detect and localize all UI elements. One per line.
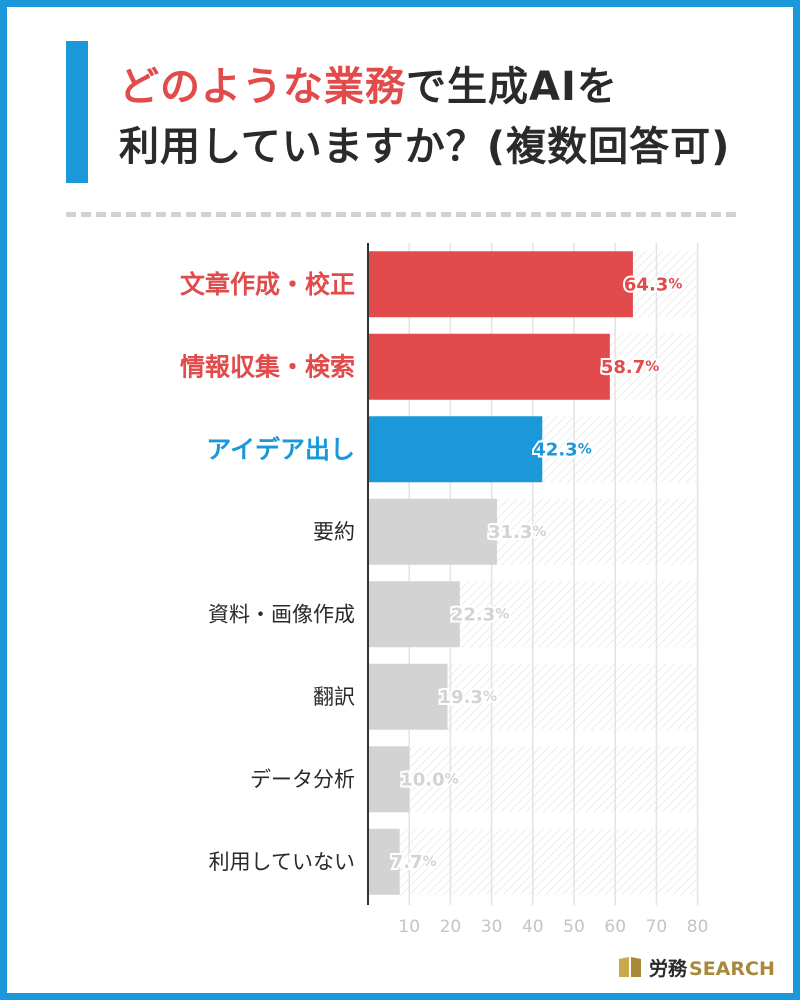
category-label: 文章作成・校正 [180,270,355,299]
bar [368,581,460,648]
value-label: 19.3% [439,686,497,707]
bar [368,663,448,730]
brand-name: 労務 SEARCH [649,954,775,981]
chart-title: どのような業務で生成AIを利用していますか？(複数回答可) [119,57,730,177]
x-tick-label: 70 [646,917,668,937]
bar [368,498,497,565]
value-label: 7.7% [391,851,437,872]
category-label: 資料・画像作成 [208,602,355,626]
bar-chart: 文章作成・校正 64.3% 情報収集・検索 58.7% アイデア出し 42.3% 要約 31.… [180,243,709,937]
category-label: 利用していない [209,850,355,874]
bar [368,251,633,318]
brand-name-en: SEARCH [689,957,775,980]
bar [368,416,543,483]
value-label: 64.3% [624,274,682,295]
book-icon [619,957,641,977]
bar [368,746,410,813]
value-label: 42.3% [533,439,591,460]
bar [368,828,400,895]
x-tick-label: 20 [440,917,462,937]
value-label: 22.3% [451,604,509,625]
title-divider [66,212,736,217]
category-label: データ分析 [250,767,355,791]
x-tick-label: 10 [398,917,420,937]
title-highlight: どのような業務 [119,64,406,110]
x-tick-label: 40 [522,917,544,937]
title-accent-bar [66,41,88,183]
brand-name-ja: 労務 [649,957,688,980]
x-tick-label: 60 [604,917,626,937]
title-line2: 利用していますか？(複数回答可) [119,124,731,170]
bar [368,333,610,400]
brand-logo: 労務 SEARCH [617,952,775,982]
value-label: 31.3% [488,521,546,542]
x-tick-label: 80 [687,917,709,937]
category-label: 要約 [313,520,355,544]
title-line1: で生成AIを [406,64,618,110]
category-label: 翻訳 [313,685,355,709]
value-label: 10.0% [400,769,458,790]
category-label: 情報収集・検索 [180,352,355,381]
x-tick-label: 30 [481,917,503,937]
category-label: アイデア出し [206,435,355,464]
x-tick-label: 50 [563,917,585,937]
value-label: 58.7% [601,356,659,377]
